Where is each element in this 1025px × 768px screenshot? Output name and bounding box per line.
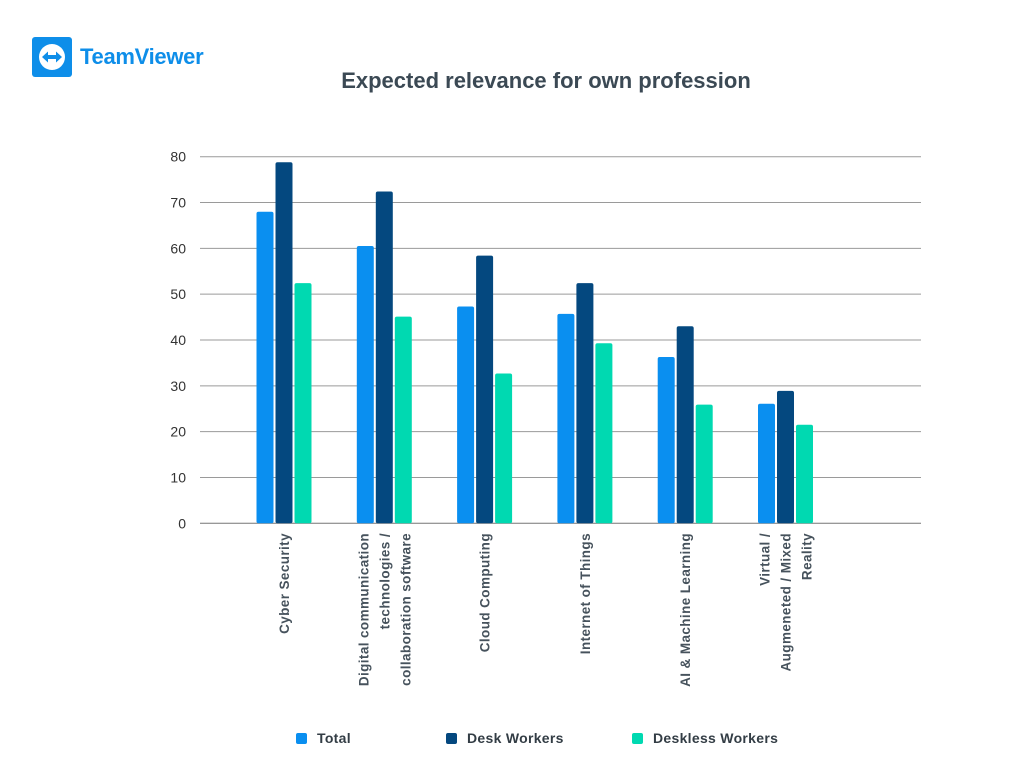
y-tick-label: 80 — [170, 149, 186, 165]
x-tick-label: technologies / — [377, 533, 392, 629]
bar-total — [758, 403, 775, 524]
x-tick-label: Cloud Computing — [478, 533, 493, 652]
y-tick-label: 60 — [170, 240, 186, 256]
y-tick-label: 20 — [170, 424, 186, 440]
bar-desk-workers — [676, 326, 694, 524]
x-tick-label: collaboration software — [398, 533, 413, 686]
legend-item: Total — [296, 730, 351, 746]
bar-total — [457, 306, 475, 524]
legend: Total Desk Workers Deskless Workers — [0, 730, 1025, 750]
legend-swatch — [632, 732, 643, 744]
y-tick-label: 40 — [170, 332, 186, 348]
bar-total — [657, 356, 675, 524]
bar-deskless-workers — [495, 373, 513, 524]
bar-desk-workers — [576, 283, 594, 524]
x-tick-label: Digital communication — [356, 533, 371, 686]
teamviewer-logo: TeamViewer — [32, 37, 204, 77]
bar-deskless-workers — [695, 404, 713, 524]
x-tick-label: Virtual / — [758, 533, 773, 586]
y-tick-label: 0 — [178, 515, 186, 531]
legend-item: Desk Workers — [446, 730, 564, 746]
x-tick-label: Internet of Things — [578, 533, 593, 654]
legend-item: Deskless Workers — [632, 730, 778, 746]
y-tick-label: 10 — [170, 469, 186, 485]
x-tick-label: Cyber Security — [277, 533, 292, 634]
legend-label: Total — [317, 730, 351, 746]
y-tick-label: 50 — [170, 286, 186, 302]
bar-total — [356, 246, 374, 524]
legend-swatch — [296, 732, 307, 744]
teamviewer-logo-icon — [32, 37, 72, 77]
legend-label: Deskless Workers — [653, 730, 779, 746]
bar-deskless-workers — [294, 283, 312, 524]
bar-total — [557, 313, 575, 524]
x-tick-label: Reality — [800, 533, 815, 580]
x-tick-label: Augmeneted / Mixed — [779, 533, 794, 671]
bar-deskless-workers — [796, 424, 813, 524]
bar-desk-workers — [375, 191, 393, 524]
bar-desk-workers — [777, 390, 794, 524]
bar-deskless-workers — [394, 316, 412, 524]
legend-label: Desk Workers — [467, 730, 564, 746]
y-tick-label: 30 — [170, 378, 186, 394]
bar-total — [256, 211, 274, 524]
legend-swatch — [446, 732, 457, 744]
y-tick-label: 70 — [170, 195, 186, 211]
chart-title: Expected relevance for own profession — [341, 68, 751, 93]
bar-deskless-workers — [595, 343, 613, 524]
bar-desk-workers — [275, 162, 293, 524]
logo-text: TeamViewer — [80, 44, 204, 69]
x-tick-label: AI & Machine Learning — [678, 533, 693, 687]
bar-desk-workers — [476, 255, 494, 524]
